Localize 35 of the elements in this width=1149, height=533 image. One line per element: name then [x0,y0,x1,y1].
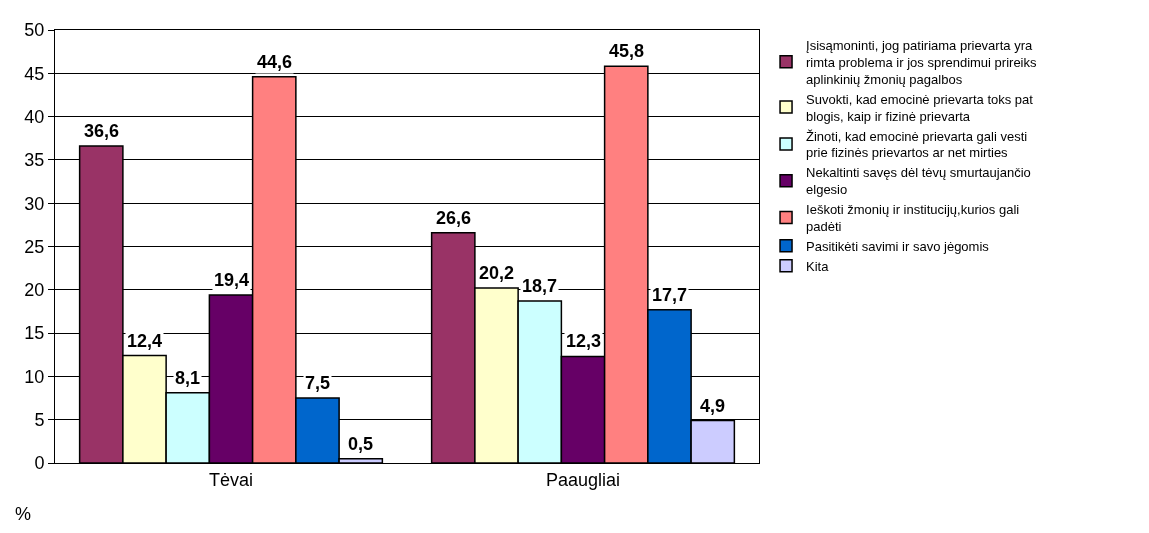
legend-label: Žinoti, kad emocinė prievarta gali vesti prie fizinės prievartos ar net mirties [806,128,1028,161]
data-label: 4,9 [700,396,726,416]
data-label: 12,4 [127,331,163,351]
y-tick-label: 5 [34,410,45,430]
data-label: 12,3 [566,331,602,351]
y-tick-label: 45 [24,63,45,84]
data-label: 0,5 [348,434,374,454]
legend-label: Pasitikėti savimi ir savo jėgomis [806,238,990,254]
legend-label: Įsisąmoninti, jog patiriama prievarta yra rimta problema ir jos sprendimui prireiks aplinkinių žmonių pagalbos [806,38,1037,87]
data-label: 7,5 [305,373,331,393]
data-label: 36,6 [84,121,120,141]
y-tick-label: 0 [34,453,45,474]
y-tick-label: 50 [24,20,45,41]
legend-label: Ieškoti žmonių ir institucijų,kurios gali padėti [806,202,1020,235]
data-label: 44,6 [257,52,293,72]
y-tick-label: 35 [24,150,45,171]
y-tick-label: 20 [24,280,45,301]
x-tick-label: Tėvai [208,469,254,490]
y-tick-label: 15 [24,323,45,344]
x-tick-label: Paaugliai [545,469,621,490]
data-label: 26,6 [436,208,472,228]
data-label: 20,2 [479,263,515,283]
legend-label: Suvokti, kad emocinė prievarta toks pat blogis, kaip ir fizinė prievarta [806,91,1034,124]
y-tick-label: 10 [24,366,45,387]
y-tick-label: 25 [24,236,45,257]
data-label: 19,4 [214,270,250,290]
data-label: 18,7 [522,276,558,296]
y-tick-label: 40 [24,106,45,127]
data-label: 8,1 [175,368,201,388]
data-label: 17,7 [652,285,688,305]
legend-label: Kita [806,258,830,274]
legend-label: Nekaltinti savęs dėl tėvų smurtaujančio elgesio [806,165,1031,198]
y-tick-label: 30 [24,193,45,214]
y-axis-title: % [15,504,32,524]
data-label: 45,8 [609,41,645,61]
